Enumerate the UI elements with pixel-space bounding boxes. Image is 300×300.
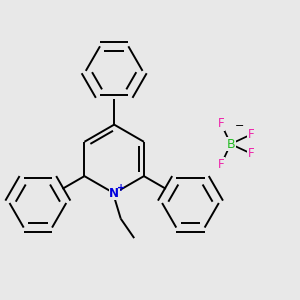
Text: F: F	[218, 117, 224, 130]
Text: F: F	[218, 158, 224, 171]
Text: N: N	[109, 187, 119, 200]
Text: −: −	[235, 121, 244, 131]
Text: F: F	[248, 128, 254, 141]
Text: F: F	[248, 147, 254, 160]
Text: B: B	[226, 137, 235, 151]
Text: +: +	[117, 183, 125, 193]
